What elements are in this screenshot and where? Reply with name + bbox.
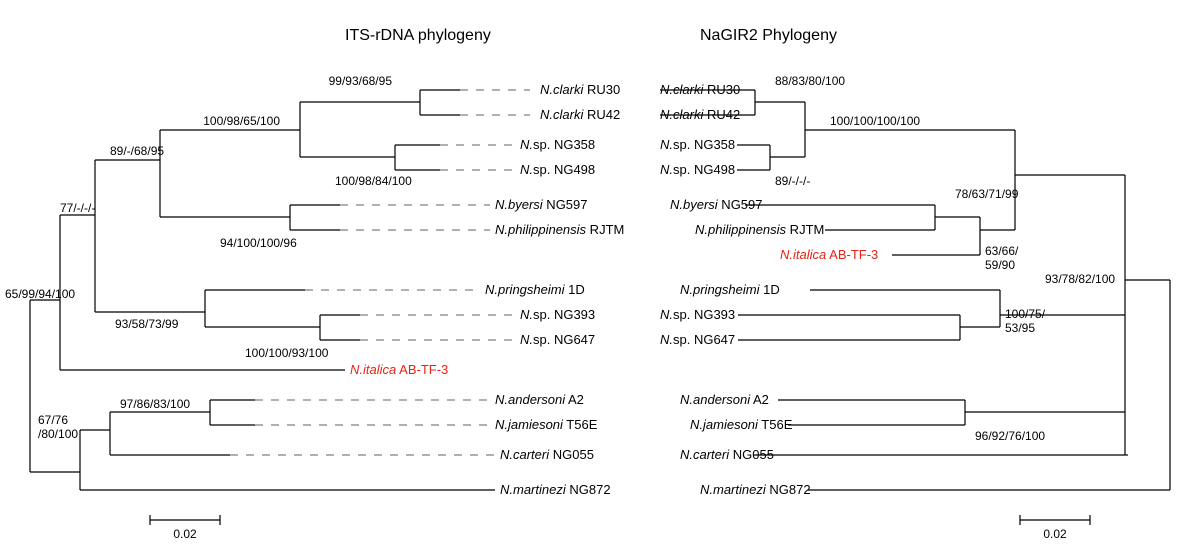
- tip-clarki42-right: N.clarki RU42: [660, 107, 740, 122]
- support-label-4: 94/100/100/96: [220, 236, 297, 250]
- scale-bar-0: 0.02: [150, 515, 220, 541]
- tip-ng358-left: N.sp. NG358: [520, 137, 595, 152]
- scale-label-1: 0.02: [1043, 527, 1067, 541]
- title-left: ITS-rDNA phylogeny: [345, 27, 491, 44]
- support-label-3: 89/-/68/95: [110, 144, 164, 158]
- tip-ng498-left: N.sp. NG498: [520, 162, 595, 177]
- support-label-15: 78/63/71/99: [955, 187, 1019, 201]
- support-label-0: 99/93/68/95: [329, 74, 393, 88]
- tip-jamieson-right: N.jamiesoni T56E: [690, 417, 793, 432]
- tip-italicaL-left: N.italica AB-TF-3: [350, 362, 448, 377]
- support-label-1: 100/98/65/100: [203, 114, 280, 128]
- support-label-9: 97/86/83/100: [120, 397, 190, 411]
- support-label-13: 100/100/100/100: [830, 114, 920, 128]
- tip-clarki42-left: N.clarki RU42: [540, 107, 620, 122]
- tip-clarki30-right: N.clarki RU30: [660, 82, 740, 97]
- tip-italicaR-right: N.italica AB-TF-3: [780, 247, 878, 262]
- tip-philipp-right: N.philippinensis RJTM: [695, 222, 824, 237]
- tip-anderson-left: N.andersoni A2: [495, 392, 584, 407]
- support-label-10: 67/76: [38, 413, 68, 427]
- title-right: NaGIR2 Phylogeny: [700, 27, 837, 44]
- tip-prings-left: N.pringsheimi 1D: [485, 282, 585, 297]
- tip-ng393-right: N.sp. NG393: [660, 307, 735, 322]
- tip-ng498-right: N.sp. NG498: [660, 162, 735, 177]
- support-label-2: 100/98/84/100: [335, 174, 412, 188]
- support-label-5: 77/-/-/-: [60, 201, 95, 215]
- tip-byersi-right: N.byersi NG597: [670, 197, 763, 212]
- tip-byersi-left: N.byersi NG597: [495, 197, 588, 212]
- support-label-18: 93/78/82/100: [1045, 272, 1115, 286]
- support-label-12: 88/83/80/100: [775, 74, 845, 88]
- tip-clarki30-left: N.clarki RU30: [540, 82, 620, 97]
- support-label-14: 89/-/-/-: [775, 174, 810, 188]
- support-label-17: 59/90: [985, 258, 1015, 272]
- tip-jamieson-left: N.jamiesoni T56E: [495, 417, 598, 432]
- tip-ng647-right: N.sp. NG647: [660, 332, 735, 347]
- tip-ng647-left: N.sp. NG647: [520, 332, 595, 347]
- support-label-16: 63/66/: [985, 244, 1019, 258]
- tip-philipp-left: N.philippinensis RJTM: [495, 222, 624, 237]
- tip-martinezi-right: N.martinezi NG872: [700, 482, 811, 497]
- tip-prings-right: N.pringsheimi 1D: [680, 282, 780, 297]
- scale-bar-1: 0.02: [1020, 515, 1090, 541]
- support-label-8: 65/99/94/100: [5, 287, 75, 301]
- support-label-20: 53/95: [1005, 321, 1035, 335]
- phylogeny-figure: ITS-rDNA phylogeny NaGIR2 Phylogeny N.clar…: [0, 0, 1200, 550]
- support-label-6: 93/58/73/99: [115, 317, 179, 331]
- support-label-19: 100/75/: [1005, 307, 1046, 321]
- tip-carteri-right: N.carteri NG055: [680, 447, 774, 462]
- support-label-7: 100/100/93/100: [245, 346, 329, 360]
- tip-carteri-left: N.carteri NG055: [500, 447, 594, 462]
- tip-anderson-right: N.andersoni A2: [680, 392, 769, 407]
- tip-ng393-left: N.sp. NG393: [520, 307, 595, 322]
- support-label-11: /80/100: [38, 427, 78, 441]
- tip-ng358-right: N.sp. NG358: [660, 137, 735, 152]
- scale-label-0: 0.02: [173, 527, 197, 541]
- tip-martinezi-left: N.martinezi NG872: [500, 482, 611, 497]
- support-label-21: 96/92/76/100: [975, 429, 1045, 443]
